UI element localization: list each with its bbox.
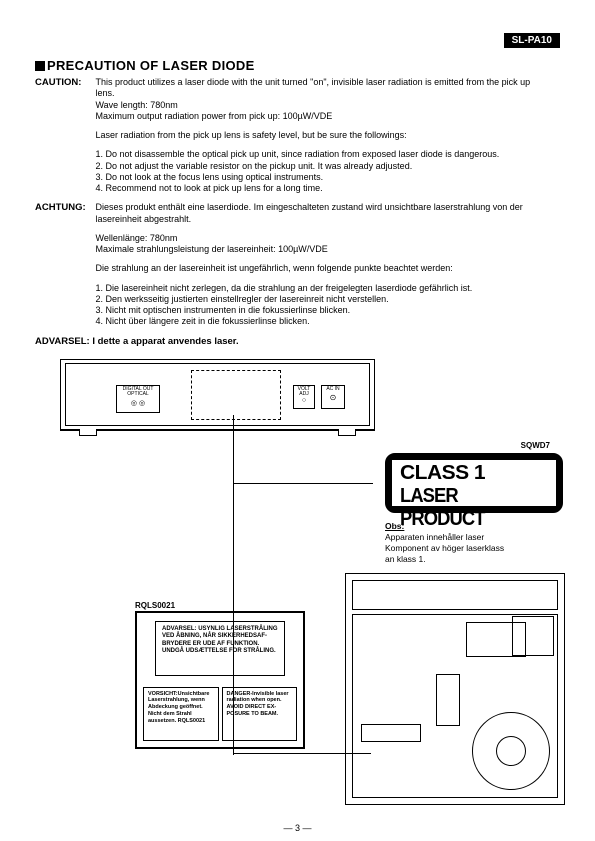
obs-l1: Apparaten innehåller laser (385, 532, 484, 542)
page-number: — 3 — (0, 823, 595, 833)
caution-max: Maximum output radiation power from pick… (96, 111, 333, 121)
square-bullet-icon (35, 61, 45, 71)
achtung-wave: Wellenlänge: 780nm (96, 233, 178, 243)
caution-item: 2. Do not adjust the variable resistor o… (96, 161, 536, 172)
obs-l3: an klass 1. (385, 554, 426, 564)
rqls-label: RQLS0021 (135, 601, 175, 610)
title-text: PRECAUTION OF LASER DIODE (47, 58, 255, 73)
achtung-item: 4. Nicht über längere zeit in die fokuss… (96, 316, 536, 327)
caution-label: CAUTION: (35, 77, 93, 88)
volt-adj: VOLTADJ ○ (293, 385, 315, 409)
obs-note: Obs: Apparaten innehåller laser Komponen… (385, 521, 547, 565)
dotted-region (191, 370, 281, 420)
foot-left (79, 429, 97, 436)
caution-safety: Laser radiation from the pick up lens is… (96, 130, 536, 141)
sqwd-label: SQWD7 (521, 441, 550, 450)
caution-body: This product utilizes a laser diode with… (96, 77, 536, 194)
achtung-label: ACHTUNG: (35, 202, 93, 213)
warning-bottom-right: DANGER-Invisible laser radiation when op… (222, 687, 298, 741)
lead-line (233, 415, 234, 530)
open-unit-diagram (345, 573, 565, 805)
digital-out-label: DIGITAL OUTOPTICAL (117, 387, 159, 397)
caution-item: 3. Do not look at the focus lens using o… (96, 172, 536, 183)
achtung-intro: Dieses produkt enthält eine laserdiode. … (96, 202, 536, 225)
caution-item: 1. Do not disassemble the optical pick u… (96, 149, 536, 160)
obs-l2: Komponent av höger laserklass (385, 543, 504, 553)
caution-intro: This product utilizes a laser diode with… (96, 77, 531, 98)
achtung-item: 1. Die lasereinheit nicht zerlegen, da d… (96, 283, 536, 294)
achtung-max: Maximale strahlungsleistung der laserein… (96, 244, 328, 254)
class1-line1: CLASS 1 (400, 462, 555, 485)
obs-heading: Obs: (385, 521, 404, 531)
foot-right (338, 429, 356, 436)
warning-bottom-left: VORSICHT:Unsichtbare Laserstrahlung, wen… (143, 687, 219, 741)
page-title: PRECAUTION OF LASER DIODE (35, 58, 560, 73)
optical-jacks: ◎ ◎ (117, 400, 159, 407)
class1-laser-label: CLASS 1 LASER PRODUCT (385, 453, 563, 513)
caution-item: 4. Recommend not to look at pick up lens… (96, 183, 536, 194)
warning-sticker: ADVARSEL: USYNLIG LASERSTRÅLING VED ÅBNI… (135, 611, 305, 749)
diagram-area: DIGITAL OUTOPTICAL ◎ ◎ VOLTADJ ○ AC IN ⊙… (35, 353, 555, 818)
ac-in: AC IN ⊙ (321, 385, 345, 409)
warning-top: ADVARSEL: USYNLIG LASERSTRÅLING VED ÅBNI… (155, 621, 285, 676)
achtung-item: 2. Den werksseitig justierten einstellre… (96, 294, 536, 305)
caution-wave: Wave length: 780nm (96, 100, 178, 110)
achtung-body: Dieses produkt enthält eine laserdiode. … (96, 202, 536, 327)
rear-panel-diagram: DIGITAL OUTOPTICAL ◎ ◎ VOLTADJ ○ AC IN ⊙ (60, 359, 375, 431)
model-tag: SL-PA10 (504, 33, 560, 48)
achtung-item: 3. Nicht mit optischen instrumenten in d… (96, 305, 536, 316)
lead-line (233, 483, 373, 484)
digital-out-port: DIGITAL OUTOPTICAL ◎ ◎ (116, 385, 160, 413)
achtung-safety: Die strahlung an der lasereinheit ist un… (96, 263, 536, 274)
advarsel-line: ADVARSEL: I dette a apparat anvendes las… (35, 336, 560, 347)
